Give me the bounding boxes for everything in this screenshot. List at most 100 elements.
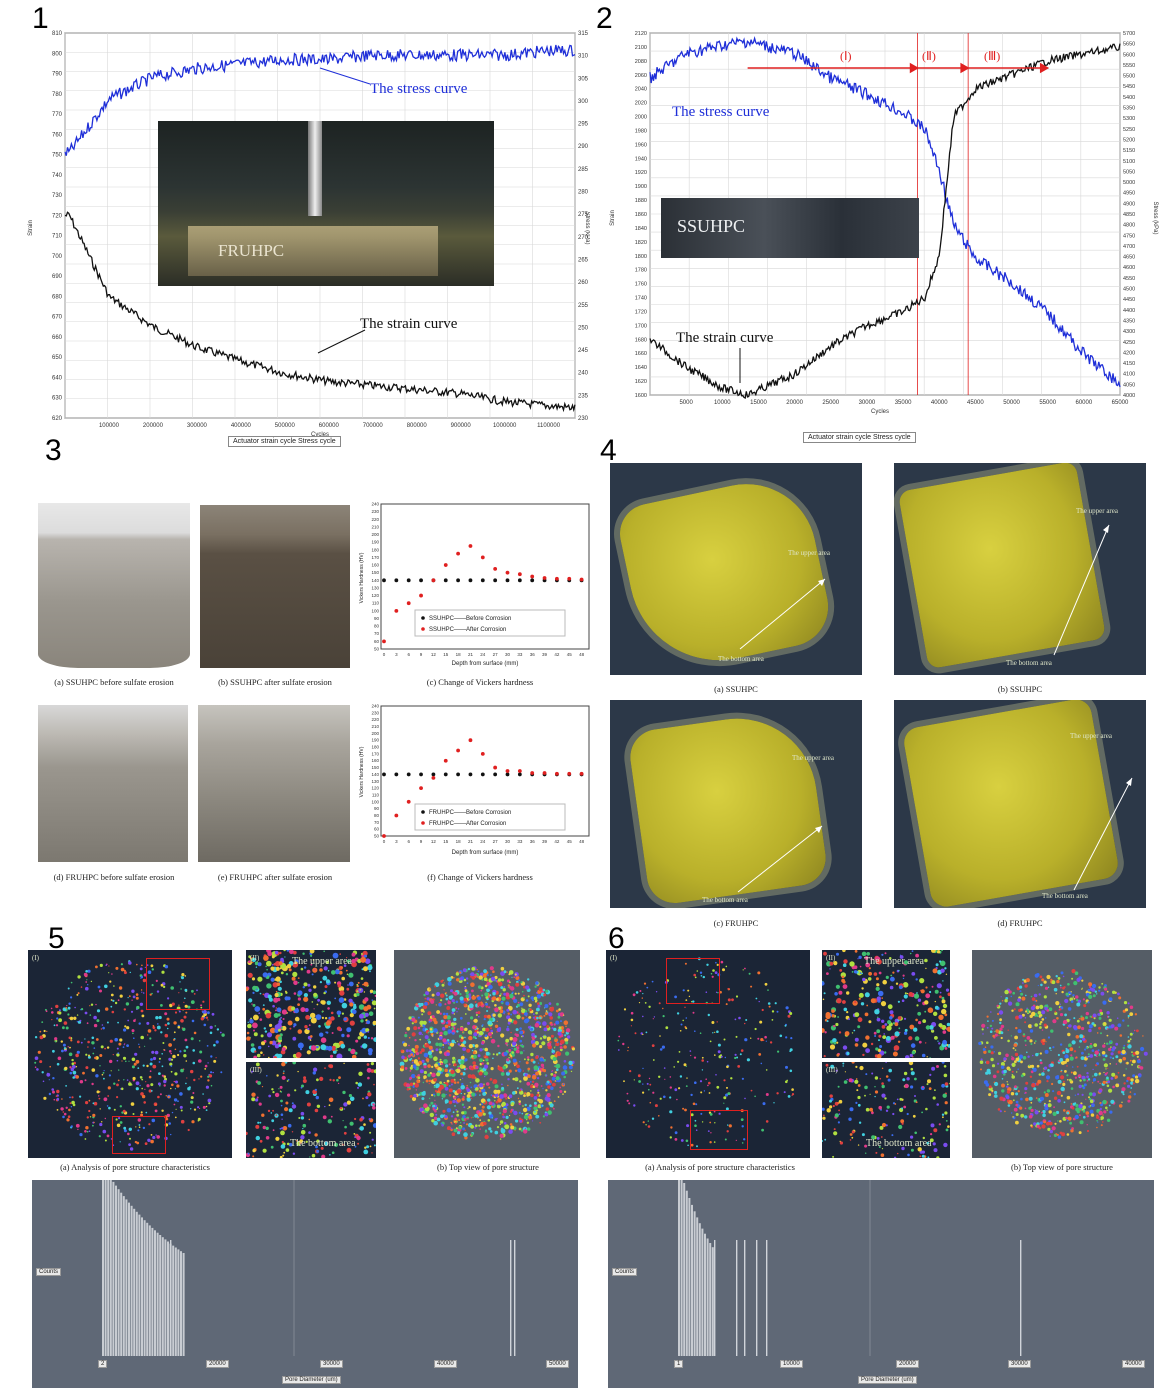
after-corrosion-point xyxy=(579,771,584,776)
x-tick: 30 xyxy=(505,839,511,844)
y2-tick: 275 xyxy=(578,212,589,218)
p5-hist-tick-1: 20000 xyxy=(206,1360,229,1368)
panel-number-3: 3 xyxy=(45,434,62,467)
x-tick: 9 xyxy=(420,652,423,657)
after-corrosion-point xyxy=(382,639,386,644)
p1-xlabel: Cycles xyxy=(311,432,329,438)
y-tick: 2120 xyxy=(635,31,647,37)
before-corrosion-point xyxy=(480,578,485,583)
x-tick: 39 xyxy=(542,839,548,844)
before-corrosion-point xyxy=(406,578,411,583)
y2-tick: 4000 xyxy=(1123,393,1135,399)
y-tick: 50 xyxy=(374,647,380,652)
y-tick: 70 xyxy=(374,820,380,825)
p5-hist-tick-0: 2 xyxy=(98,1360,108,1368)
y2-tick: 4500 xyxy=(1123,287,1135,293)
x-tick: 42 xyxy=(554,652,560,657)
y-tick: 120 xyxy=(371,786,379,791)
y-tick: 90 xyxy=(374,806,380,811)
y2-tick: 245 xyxy=(578,348,589,354)
before-corrosion-point xyxy=(382,772,386,777)
p1-ylabel-right: Stress (kPa) xyxy=(584,211,590,244)
y2-tick: 290 xyxy=(578,144,589,150)
x-tick: 12 xyxy=(431,652,437,657)
after-corrosion-point xyxy=(493,566,498,571)
y2-tick: 4100 xyxy=(1123,372,1135,378)
y-tick: 220 xyxy=(371,717,379,722)
x-tick: 3 xyxy=(395,839,398,844)
x-tick: 3 xyxy=(395,652,398,657)
y-tick: 630 xyxy=(52,396,63,402)
p6-label-ii: (II) xyxy=(826,954,836,962)
p3-photo-b xyxy=(200,505,350,668)
after-corrosion-point xyxy=(567,576,572,581)
p6-hist-tick-0: 1 xyxy=(674,1360,684,1368)
p6-pore-bottom: (III) The bottom area xyxy=(822,1062,950,1158)
p4a-upper: The upper area xyxy=(788,549,830,557)
y2-tick: 250 xyxy=(578,325,589,331)
x-tick: 300000 xyxy=(187,423,208,429)
y2-tick: 5700 xyxy=(1123,31,1135,37)
before-corrosion-point xyxy=(517,578,522,583)
p3-chart-bottom: 2402302202102001901801701601501401301201… xyxy=(359,704,590,856)
p3-cap-c: (c) Change of Vickers hardness xyxy=(426,677,534,687)
x-tick: 18 xyxy=(456,839,462,844)
y-tick: 90 xyxy=(374,616,380,621)
y2-tick: 235 xyxy=(578,393,589,399)
y-tick: 690 xyxy=(52,274,63,280)
y-tick: 720 xyxy=(52,213,63,219)
y2-tick: 230 xyxy=(578,416,589,422)
p1-specimen-label: FRUHPC xyxy=(218,241,285,260)
x-tick: 24 xyxy=(480,652,486,657)
after-corrosion-point xyxy=(419,786,423,791)
x-tick: 400000 xyxy=(231,423,252,429)
y2-tick: 5600 xyxy=(1123,52,1135,58)
x-tick: 800000 xyxy=(407,423,428,429)
before-corrosion-point xyxy=(493,578,498,583)
y-tick: 1960 xyxy=(635,142,647,148)
y-tick: 200 xyxy=(371,731,379,736)
y2-tick: 4700 xyxy=(1123,244,1135,250)
x-tick: 33 xyxy=(517,652,523,657)
x-tick: 25000 xyxy=(822,400,839,406)
y2-tick: 5650 xyxy=(1123,42,1135,48)
y-tick: 130 xyxy=(371,585,379,590)
p5-label-i: (I) xyxy=(32,954,39,962)
y-tick: 2080 xyxy=(635,59,647,65)
p1-strain-line xyxy=(64,211,576,413)
x-tick: 9 xyxy=(420,839,423,844)
x-tick: 6 xyxy=(407,652,410,657)
p5-hist-tick-3: 40000 xyxy=(434,1360,457,1368)
y-tick: 230 xyxy=(371,509,379,514)
after-corrosion-point xyxy=(456,551,460,556)
p6-pore-top-view xyxy=(972,950,1152,1158)
after-corrosion-point xyxy=(480,555,485,560)
p1-strain-label: The strain curve xyxy=(360,316,458,332)
y2-tick: 5300 xyxy=(1123,116,1135,122)
p5-pore-bottom: (III) The bottom area xyxy=(246,1062,376,1158)
y2-tick: 5450 xyxy=(1123,84,1135,90)
y-tick: 180 xyxy=(371,745,379,750)
after-corrosion-point xyxy=(517,769,522,773)
p1-stress-label: The stress curve xyxy=(370,81,468,97)
y-tick: 1940 xyxy=(635,156,647,162)
y-tick: 1800 xyxy=(635,254,647,260)
before-corrosion-point xyxy=(419,578,423,583)
p2-stage-3: (Ⅲ) xyxy=(984,49,1000,63)
x-tick: 30 xyxy=(505,652,511,657)
y-tick: 240 xyxy=(371,502,379,507)
p3a-legend-1: SSUHPC——Before Corrosion xyxy=(429,616,511,622)
before-corrosion-point xyxy=(480,772,485,777)
p4-ct-b: The upper area The bottom area xyxy=(894,463,1146,675)
y2-tick: 285 xyxy=(578,167,589,173)
p4d-bottom: The bottom area xyxy=(1042,892,1088,900)
p1-ylabel-left: Strain xyxy=(28,220,34,236)
y-tick: 1980 xyxy=(635,128,647,134)
p5-hist-count: Counts xyxy=(36,1268,62,1276)
y-tick: 160 xyxy=(371,758,379,763)
y-tick: 1780 xyxy=(635,268,647,274)
y-tick: 120 xyxy=(371,593,379,598)
after-corrosion-point xyxy=(406,601,411,606)
x-tick: 48 xyxy=(579,652,585,657)
before-corrosion-point xyxy=(431,772,436,777)
